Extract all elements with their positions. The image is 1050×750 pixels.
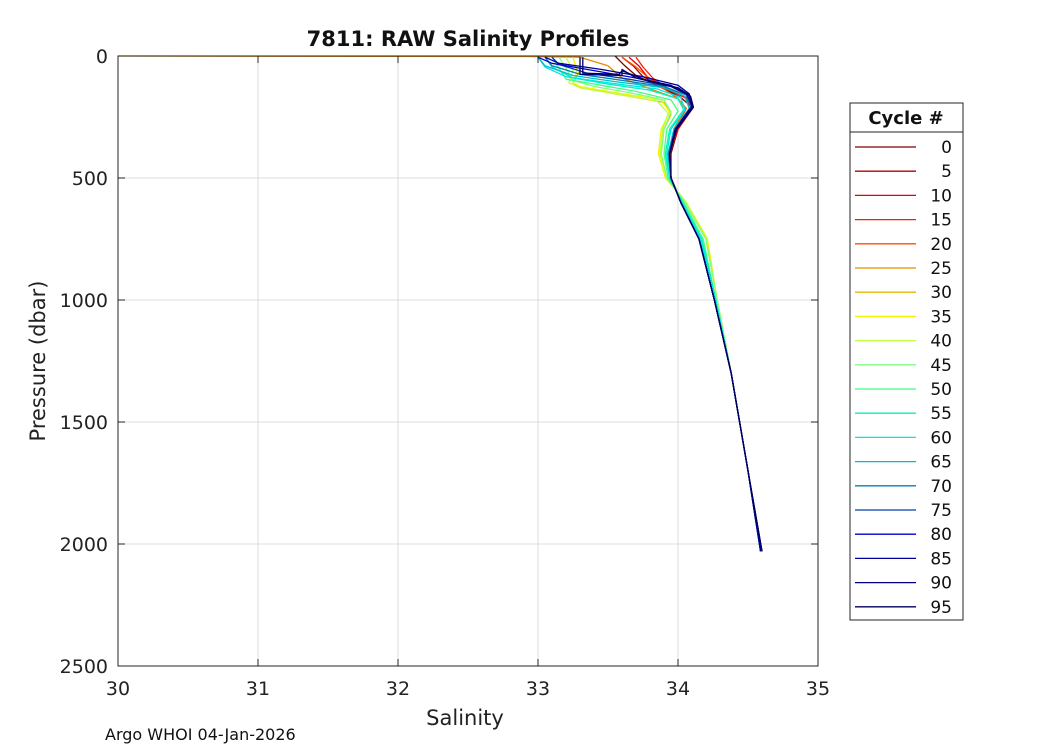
legend-label-5: 5 (941, 162, 952, 182)
x-tick-label: 33 (526, 678, 550, 700)
legend-label-20: 20 (930, 235, 952, 255)
y-tick-label: 2000 (60, 534, 108, 556)
x-tick-label: 31 (246, 678, 270, 700)
profile-line-cycle-95 (582, 57, 763, 552)
legend-label-40: 40 (930, 332, 952, 352)
legend-entries: 0 5 10 15 20 25 30 35 40 45 50 55 60 65 70 75 80 85 90 95 (855, 138, 952, 618)
legend: Cycle # 0 5 10 15 20 25 30 35 40 45 50 55 60 65 70 75 80… (849, 102, 964, 621)
legend-label-50: 50 (930, 380, 952, 400)
legend-label-70: 70 (930, 477, 952, 497)
legend-label-80: 80 (930, 525, 952, 545)
series-layer (117, 55, 763, 552)
legend-label-75: 75 (930, 501, 952, 521)
y-tick-label: 0 (96, 46, 108, 68)
legend-label-30: 30 (930, 283, 952, 303)
legend-label-0: 0 (941, 138, 952, 158)
y-tick-label: 2500 (60, 656, 108, 678)
legend-label-35: 35 (930, 307, 952, 327)
legend-label-25: 25 (930, 259, 952, 279)
axis-ticks: 30 31 32 33 34 35 0 500 1000 1500 2000 2500 (60, 46, 830, 700)
profile-line-cycle-45 (558, 56, 762, 552)
legend-label-55: 55 (930, 404, 952, 424)
legend-label-15: 15 (930, 211, 952, 231)
x-tick-label: 35 (806, 678, 830, 700)
x-tick-label: 34 (666, 678, 690, 700)
legend-label-95: 95 (930, 598, 952, 618)
y-axis-label: Pressure (dbar) (26, 281, 50, 442)
plot-frame (117, 55, 819, 667)
grid (118, 56, 818, 666)
legend-label-85: 85 (930, 549, 952, 569)
plot-area (118, 56, 818, 666)
y-tick-label: 1000 (60, 290, 108, 312)
chart-title: 7811: RAW Salinity Profiles (307, 27, 630, 51)
legend-label-65: 65 (930, 453, 952, 473)
legend-label-90: 90 (930, 574, 952, 594)
legend-label-60: 60 (930, 428, 952, 448)
x-tick-label: 32 (386, 678, 410, 700)
y-tick-label: 1500 (60, 412, 108, 434)
x-tick-label: 30 (106, 678, 130, 700)
footer-credit: Argo WHOI 04-Jan-2026 (105, 725, 296, 744)
y-tick-label: 500 (72, 168, 108, 190)
legend-title: Cycle # (868, 108, 943, 129)
x-axis-label: Salinity (426, 706, 504, 730)
profile-line-cycle-60 (537, 56, 762, 552)
legend-label-10: 10 (930, 186, 952, 206)
legend-label-45: 45 (930, 356, 952, 376)
